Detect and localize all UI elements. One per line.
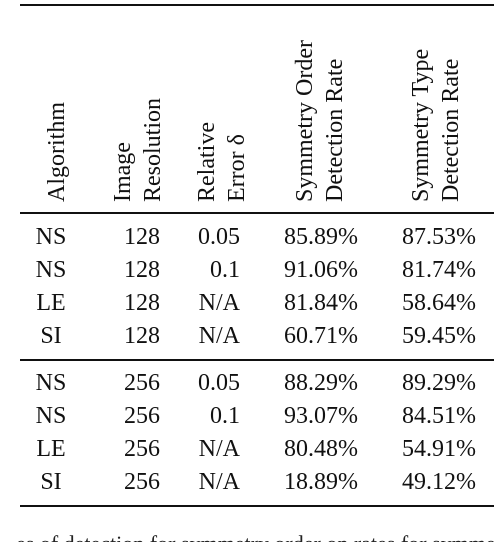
table-row: SI 128 N/A 60.71% 59.45% — [20, 320, 494, 353]
table-caption: es of detection for symmetry order on ra… — [0, 526, 494, 542]
header-relative-error-line-2: Error δ — [224, 134, 250, 202]
table-row: LE 128 N/A 81.84% 58.64% — [20, 287, 494, 320]
table-row: SI 256 N/A 18.89% 49.12% — [20, 466, 494, 499]
header-relative-error-line-1: Relative — [194, 122, 220, 202]
table-row: NS 128 0.1 91.06% 81.74% — [20, 254, 494, 287]
cell-error: N/A — [198, 290, 240, 316]
cell-error: N/A — [198, 436, 240, 462]
cell-resolution: 256 — [124, 469, 160, 495]
header-algorithm: Algorithm — [38, 12, 72, 202]
cell-algorithm: LE — [36, 436, 66, 462]
table-bottom-rule — [20, 505, 494, 507]
cell-type-rate: 84.51% — [402, 403, 476, 429]
cell-type-rate: 58.64% — [402, 290, 476, 316]
cell-algorithm: LE — [36, 290, 66, 316]
table-row: LE 256 N/A 80.48% 54.91% — [20, 433, 494, 466]
cell-order-rate: 93.07% — [284, 403, 358, 429]
cell-error: 0.05 — [198, 224, 240, 250]
cell-algorithm: SI — [40, 323, 62, 349]
cell-algorithm: NS — [35, 224, 67, 250]
cell-order-rate: 18.89% — [284, 469, 358, 495]
header-symmetry-type-rate: Symmetry Type Detection Rate — [402, 12, 466, 202]
cell-type-rate: 49.12% — [402, 469, 476, 495]
cell-error: N/A — [198, 469, 240, 495]
header-relative-error: Relative Error δ — [188, 12, 252, 202]
header-image-resolution-line-1: Image — [110, 142, 136, 202]
header-symmetry-order-rate-line-2: Detection Rate — [322, 58, 348, 202]
cell-algorithm: NS — [35, 257, 67, 283]
cell-error: N/A — [198, 323, 240, 349]
cell-resolution: 256 — [124, 403, 160, 429]
cell-order-rate: 60.71% — [284, 323, 358, 349]
cell-resolution: 128 — [124, 290, 160, 316]
table-top-rule — [20, 4, 494, 6]
cell-type-rate: 89.29% — [402, 370, 476, 396]
header-rule — [20, 212, 494, 214]
cell-algorithm: SI — [40, 469, 62, 495]
header-symmetry-order-rate-line-1: Symmetry Order — [292, 40, 318, 202]
caption-text: es of detection for symmetry order on ra… — [16, 532, 494, 542]
cell-type-rate: 54.91% — [402, 436, 476, 462]
header-image-resolution: Image Resolution — [104, 12, 168, 202]
header-symmetry-type-rate-line-2: Detection Rate — [438, 58, 464, 202]
cell-order-rate: 91.06% — [284, 257, 358, 283]
cell-resolution: 256 — [124, 370, 160, 396]
header-symmetry-type-rate-line-1: Symmetry Type — [408, 48, 434, 202]
cell-resolution: 128 — [124, 323, 160, 349]
cell-resolution: 128 — [124, 224, 160, 250]
table-row: NS 256 0.05 88.29% 89.29% — [20, 367, 494, 400]
cell-resolution: 128 — [124, 257, 160, 283]
cell-order-rate: 81.84% — [284, 290, 358, 316]
cell-order-rate: 88.29% — [284, 370, 358, 396]
cell-algorithm: NS — [35, 403, 67, 429]
cell-order-rate: 85.89% — [284, 224, 358, 250]
cell-error: 0.05 — [198, 370, 240, 396]
cell-type-rate: 59.45% — [402, 323, 476, 349]
table-row: NS 128 0.05 85.89% 87.53% — [20, 221, 494, 254]
header-image-resolution-line-2: Resolution — [140, 97, 166, 202]
group-separator-rule — [20, 359, 494, 361]
cell-algorithm: NS — [35, 370, 67, 396]
table-row: NS 256 0.1 93.07% 84.51% — [20, 400, 494, 433]
cell-resolution: 256 — [124, 436, 160, 462]
header-algorithm-line-1: Algorithm — [44, 102, 70, 202]
cell-order-rate: 80.48% — [284, 436, 358, 462]
cell-error: 0.1 — [210, 257, 240, 283]
cell-error: 0.1 — [210, 403, 240, 429]
header-symmetry-order-rate: Symmetry Order Detection Rate — [286, 12, 350, 202]
cell-type-rate: 81.74% — [402, 257, 476, 283]
cell-type-rate: 87.53% — [402, 224, 476, 250]
